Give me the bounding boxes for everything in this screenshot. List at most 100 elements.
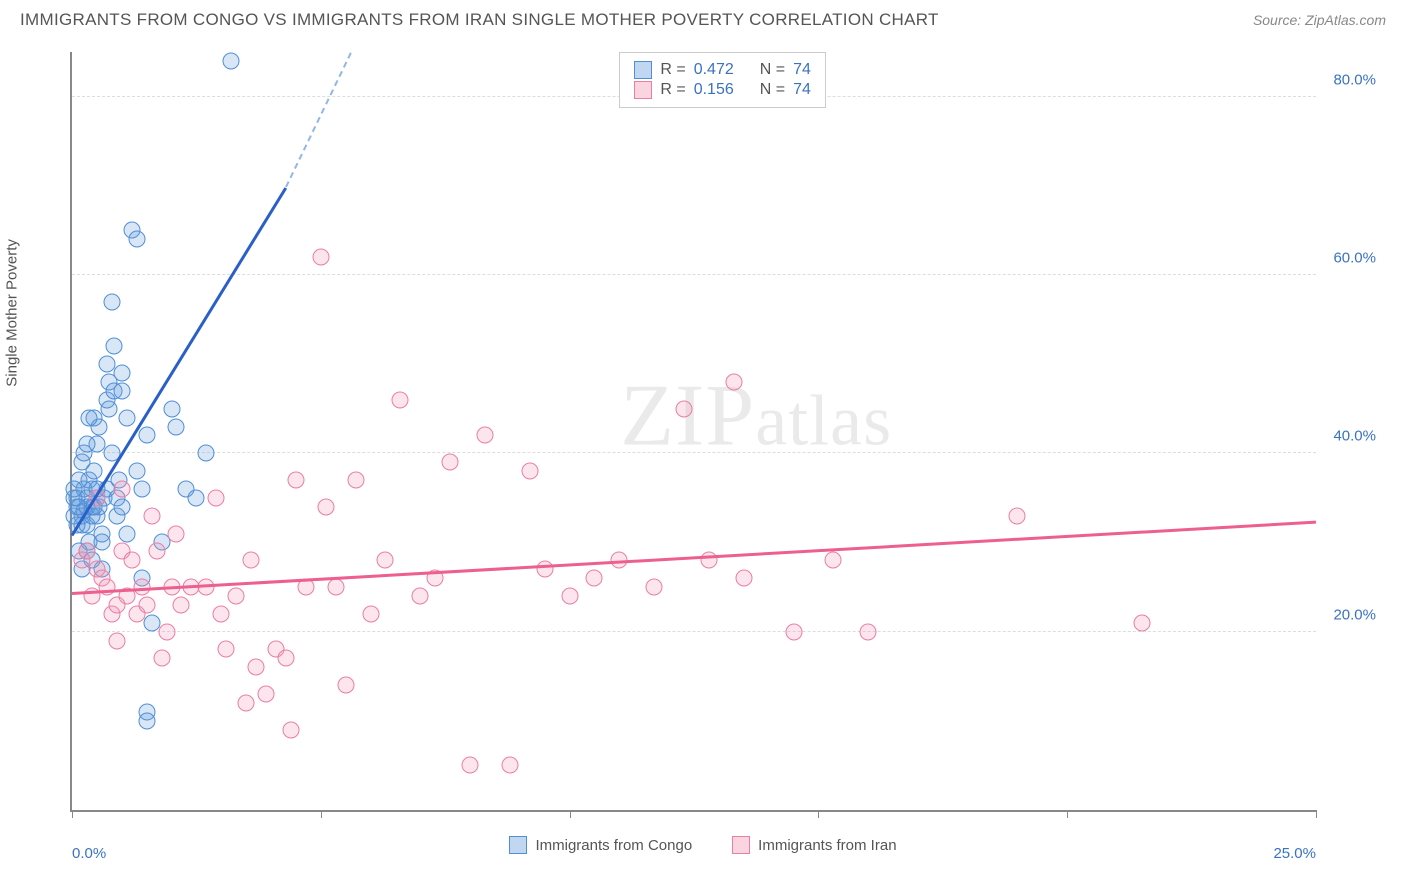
data-point [223,52,240,69]
data-point [78,436,95,453]
data-point [106,338,123,355]
data-point [501,757,518,774]
data-point [228,587,245,604]
data-point [1009,507,1026,524]
data-point [138,427,155,444]
data-point [128,463,145,480]
data-point [153,650,170,667]
data-point [118,525,135,542]
watermark: ZIPatlas [620,365,892,466]
data-point [735,570,752,587]
legend-series-label: Immigrants from Iran [758,837,896,854]
chart-title: IMMIGRANTS FROM CONGO VS IMMIGRANTS FROM… [20,10,939,30]
data-point [287,472,304,489]
data-point [825,552,842,569]
data-point [163,400,180,417]
data-point [277,650,294,667]
data-point [93,534,110,551]
x-tick [1067,810,1068,818]
data-point [312,249,329,266]
data-point [462,757,479,774]
data-point [66,480,83,497]
data-point [860,623,877,640]
data-point [377,552,394,569]
legend-n-value: 74 [793,81,811,99]
legend-n-value: 74 [793,61,811,79]
data-point [108,632,125,649]
trend-line [285,53,351,188]
data-point [1133,614,1150,631]
data-point [188,489,205,506]
legend-r-label: R = [660,61,685,79]
data-point [238,695,255,712]
data-point [101,400,118,417]
data-point [113,480,130,497]
plot-area: R =0.472N =74R =0.156N =74 ZIPatlas 20.0… [70,52,1316,812]
x-tick [1316,810,1317,818]
data-point [128,231,145,248]
legend-series-item: Immigrants from Congo [509,836,692,854]
y-tick-label: 20.0% [1333,606,1376,623]
data-point [392,391,409,408]
legend-swatch [634,61,652,79]
chart-header: IMMIGRANTS FROM CONGO VS IMMIGRANTS FROM… [0,0,1406,36]
data-point [442,454,459,471]
data-point [282,721,299,738]
data-point [477,427,494,444]
legend-r-label: R = [660,81,685,99]
data-point [362,605,379,622]
data-point [133,480,150,497]
chart-area: Single Mother Poverty R =0.472N =74R =0.… [20,42,1386,862]
data-point [118,409,135,426]
gridline [72,452,1316,453]
data-point [258,686,275,703]
x-tick [570,810,571,818]
data-point [561,587,578,604]
legend-row: R = 0.156 N = 74 [634,81,811,99]
data-point [347,472,364,489]
gridline [72,274,1316,275]
data-point [208,489,225,506]
x-tick [818,810,819,818]
data-point [113,382,130,399]
data-point [143,507,160,524]
data-point [103,293,120,310]
data-point [676,400,693,417]
legend-r-value: 0.156 [694,81,734,99]
data-point [138,596,155,613]
legend-r-value: 0.472 [694,61,734,79]
data-point [536,561,553,578]
legend-n-label: N = [760,61,785,79]
legend-swatch [634,81,652,99]
legend-series-item: Immigrants from Iran [732,836,896,854]
data-point [327,579,344,596]
data-point [213,605,230,622]
data-point [586,570,603,587]
y-tick-label: 80.0% [1333,71,1376,88]
legend-swatch [509,836,527,854]
legend-series-label: Immigrants from Congo [535,837,692,854]
legend-row: R = 0.472 N = 74 [634,61,811,79]
legend-n-label: N = [760,81,785,99]
data-point [168,418,185,435]
data-point [168,525,185,542]
data-point [412,587,429,604]
y-tick-label: 60.0% [1333,249,1376,266]
data-point [785,623,802,640]
data-point [218,641,235,658]
y-tick-label: 40.0% [1333,428,1376,445]
x-tick [72,810,73,818]
chart-source: Source: ZipAtlas.com [1253,12,1386,28]
data-point [198,445,215,462]
data-point [78,543,95,560]
data-point [317,498,334,515]
data-point [158,623,175,640]
data-point [113,365,130,382]
data-point [337,677,354,694]
data-point [248,659,265,676]
data-point [113,498,130,515]
legend-correlation: R = 0.472 N = 74 R = 0.156 N = 74 [619,52,826,108]
legend-series: Immigrants from Congo Immigrants from Ira… [20,836,1386,854]
data-point [81,409,98,426]
data-point [123,552,140,569]
